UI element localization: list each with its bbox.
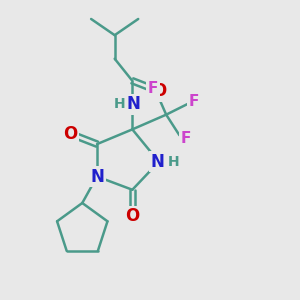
Text: F: F [189,94,200,109]
Text: N: N [90,167,104,185]
Text: H: H [113,98,125,111]
Text: N: N [127,95,141,113]
Text: F: F [180,131,190,146]
Text: N: N [150,153,164,171]
Text: O: O [63,125,78,143]
Text: O: O [125,207,140,225]
Text: F: F [148,81,158,96]
Text: O: O [152,82,166,100]
Text: H: H [168,155,179,169]
